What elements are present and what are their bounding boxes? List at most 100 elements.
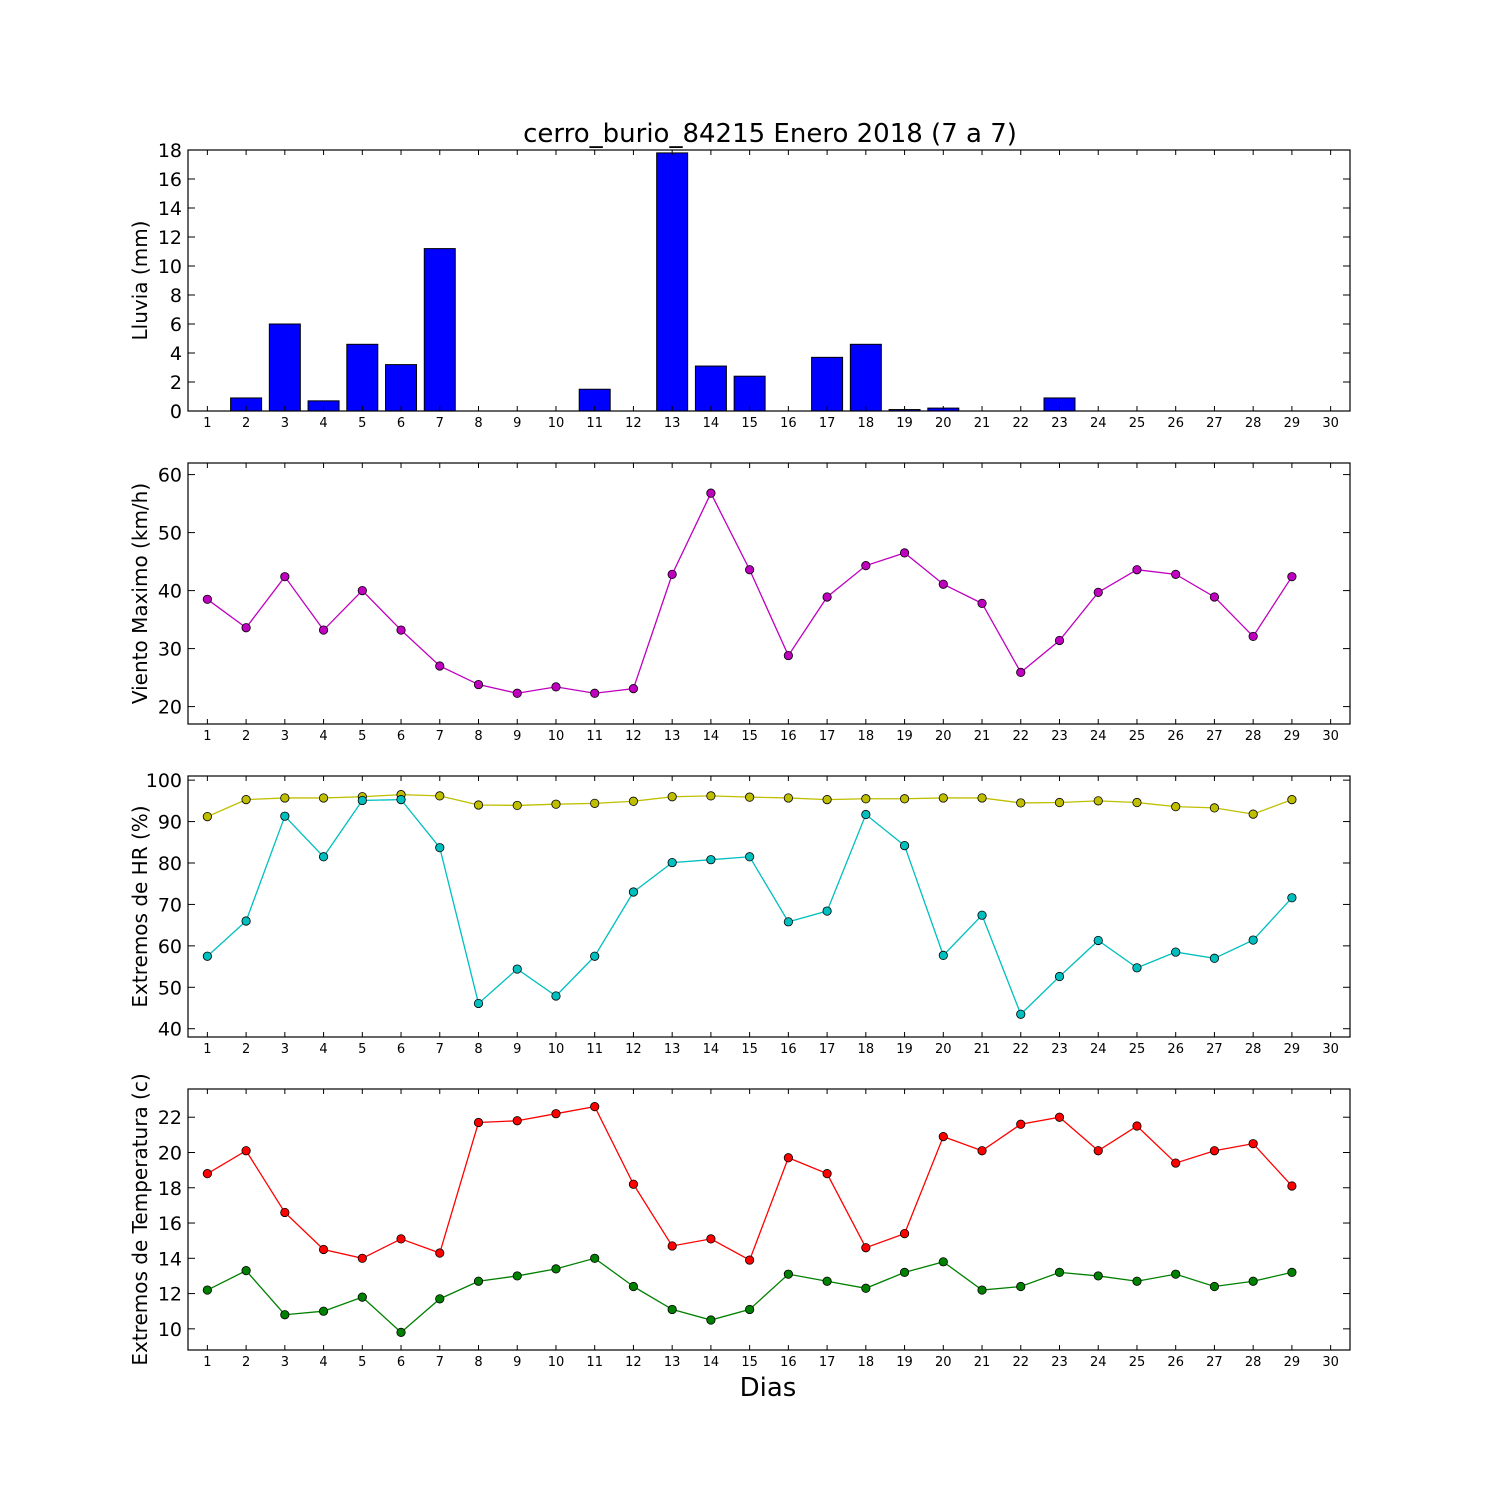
point-series-1-day-7 [435, 661, 445, 671]
point-series-1-day-17 [822, 592, 832, 602]
point-series-1-day-21 [977, 793, 987, 803]
point-series-1-day-24 [1093, 796, 1103, 806]
point-series-1-day-4 [318, 1244, 329, 1255]
point-series-1-day-8 [473, 800, 484, 810]
x-tick-label: 2 [242, 729, 250, 744]
point-series-1-day-25 [1132, 797, 1142, 808]
point-series-2-day-9 [512, 1271, 522, 1281]
point-series-1-day-17 [822, 1169, 832, 1179]
point-series-2-day-21 [977, 1285, 987, 1295]
point-series-1-day-16 [783, 793, 793, 803]
point-series-1-day-16 [783, 650, 793, 661]
point-series-2-day-16 [783, 917, 793, 927]
point-series-1-day-23 [1054, 635, 1065, 646]
y-tick-label: 10 [158, 1319, 182, 1341]
y-tick-label: 0 [170, 401, 182, 423]
x-tick-label: 8 [474, 729, 482, 744]
point-series-1-day-29 [1287, 795, 1297, 805]
point-series-1-day-18 [861, 561, 871, 571]
x-tick-label: 22 [1012, 729, 1029, 744]
point-series-1-day-1 [202, 811, 212, 822]
x-tick-label: 20 [935, 416, 952, 431]
point-series-2-day-1 [202, 951, 212, 961]
x-tick-label: 3 [281, 1355, 289, 1370]
point-series-1-day-9 [512, 688, 522, 698]
y-tick-label: 40 [158, 581, 182, 603]
bar-day-14 [694, 365, 727, 412]
point-series-2-day-9 [512, 964, 522, 974]
point-series-1-day-12 [628, 1179, 639, 1189]
point-series-1-day-20 [938, 793, 948, 803]
point-series-1-day-27 [1209, 1146, 1220, 1156]
x-tick-label: 15 [741, 729, 758, 744]
x-tick-label: 15 [741, 416, 758, 431]
x-tick-label: 8 [474, 416, 482, 431]
x-tick-label: 20 [935, 1355, 952, 1370]
x-tick-label: 23 [1051, 416, 1068, 431]
x-tick-label: 14 [703, 729, 720, 744]
x-tick-label: 7 [436, 416, 444, 431]
x-tick-label: 12 [625, 729, 642, 744]
point-series-1-day-1 [202, 1169, 212, 1179]
x-tick-label: 19 [896, 729, 913, 744]
y-tick-label: 8 [170, 285, 182, 307]
point-series-2-day-28 [1248, 1276, 1258, 1286]
x-tick-label: 26 [1167, 1042, 1184, 1057]
point-series-2-day-14 [706, 1315, 716, 1325]
axes-frame [187, 462, 1351, 725]
point-series-2-day-14 [706, 855, 716, 865]
x-tick-label: 9 [513, 416, 521, 431]
point-series-1-day-10 [551, 682, 561, 692]
bar-day-17 [811, 356, 844, 412]
x-tick-label: 1 [203, 1042, 211, 1057]
x-tick-label: 14 [703, 1042, 720, 1057]
x-tick-label: 1 [203, 416, 211, 431]
point-series-1-day-2 [241, 623, 251, 633]
point-series-1-day-3 [280, 572, 290, 582]
x-tick-label: 11 [586, 416, 603, 431]
y-tick-label: 18 [158, 140, 182, 162]
x-tick-label: 26 [1167, 416, 1184, 431]
bar-day-18 [849, 343, 882, 412]
point-series-1-day-28 [1248, 809, 1258, 819]
point-series-1-day-22 [1016, 667, 1026, 677]
point-series-2-day-26 [1171, 1269, 1181, 1279]
point-series-1-day-9 [512, 1116, 522, 1126]
point-series-1-day-18 [861, 794, 871, 804]
point-series-1-day-28 [1248, 631, 1258, 642]
point-series-2-day-12 [628, 887, 639, 897]
point-series-2-day-6 [396, 1327, 406, 1337]
point-series-2-day-25 [1132, 1276, 1142, 1286]
x-tick-label: 16 [780, 1355, 797, 1370]
y-tick-label: 6 [170, 314, 182, 336]
x-tick-label: 9 [513, 1355, 521, 1370]
x-tick-label: 17 [819, 729, 836, 744]
x-tick-label: 5 [358, 1042, 366, 1057]
point-series-2-day-8 [473, 998, 484, 1009]
point-series-2-day-27 [1209, 1281, 1220, 1292]
point-series-1-day-12 [628, 796, 639, 806]
point-series-2-day-7 [435, 1294, 445, 1304]
point-series-2-day-11 [590, 951, 600, 961]
point-series-2-day-17 [822, 906, 832, 916]
y-tick-label: 20 [158, 697, 182, 719]
point-series-1-day-27 [1209, 803, 1220, 813]
bar-day-6 [385, 364, 418, 412]
point-series-2-day-29 [1287, 893, 1297, 903]
x-tick-label: 12 [625, 1042, 642, 1057]
point-series-2-day-27 [1209, 953, 1220, 963]
x-tick-label: 16 [780, 1042, 797, 1057]
point-series-1-day-3 [280, 793, 290, 803]
y-tick-label: 18 [158, 1178, 182, 1200]
axes-frame [187, 775, 1351, 1038]
point-series-1-day-21 [977, 1146, 987, 1156]
panel-4: 1 2 3 4 5 6 7 8 9 10 11 12 13 14 15 16 17 18 19 20 21 22 23 24 2… [128, 1073, 1351, 1370]
x-tick-label: 30 [1322, 729, 1339, 744]
x-tick-label: 13 [664, 1355, 681, 1370]
x-tick-label: 11 [586, 729, 603, 744]
point-series-1-day-29 [1287, 1181, 1297, 1191]
x-tick-label: 18 [858, 416, 875, 431]
point-series-1-day-19 [899, 1229, 910, 1239]
x-tick-label: 15 [741, 1355, 758, 1370]
